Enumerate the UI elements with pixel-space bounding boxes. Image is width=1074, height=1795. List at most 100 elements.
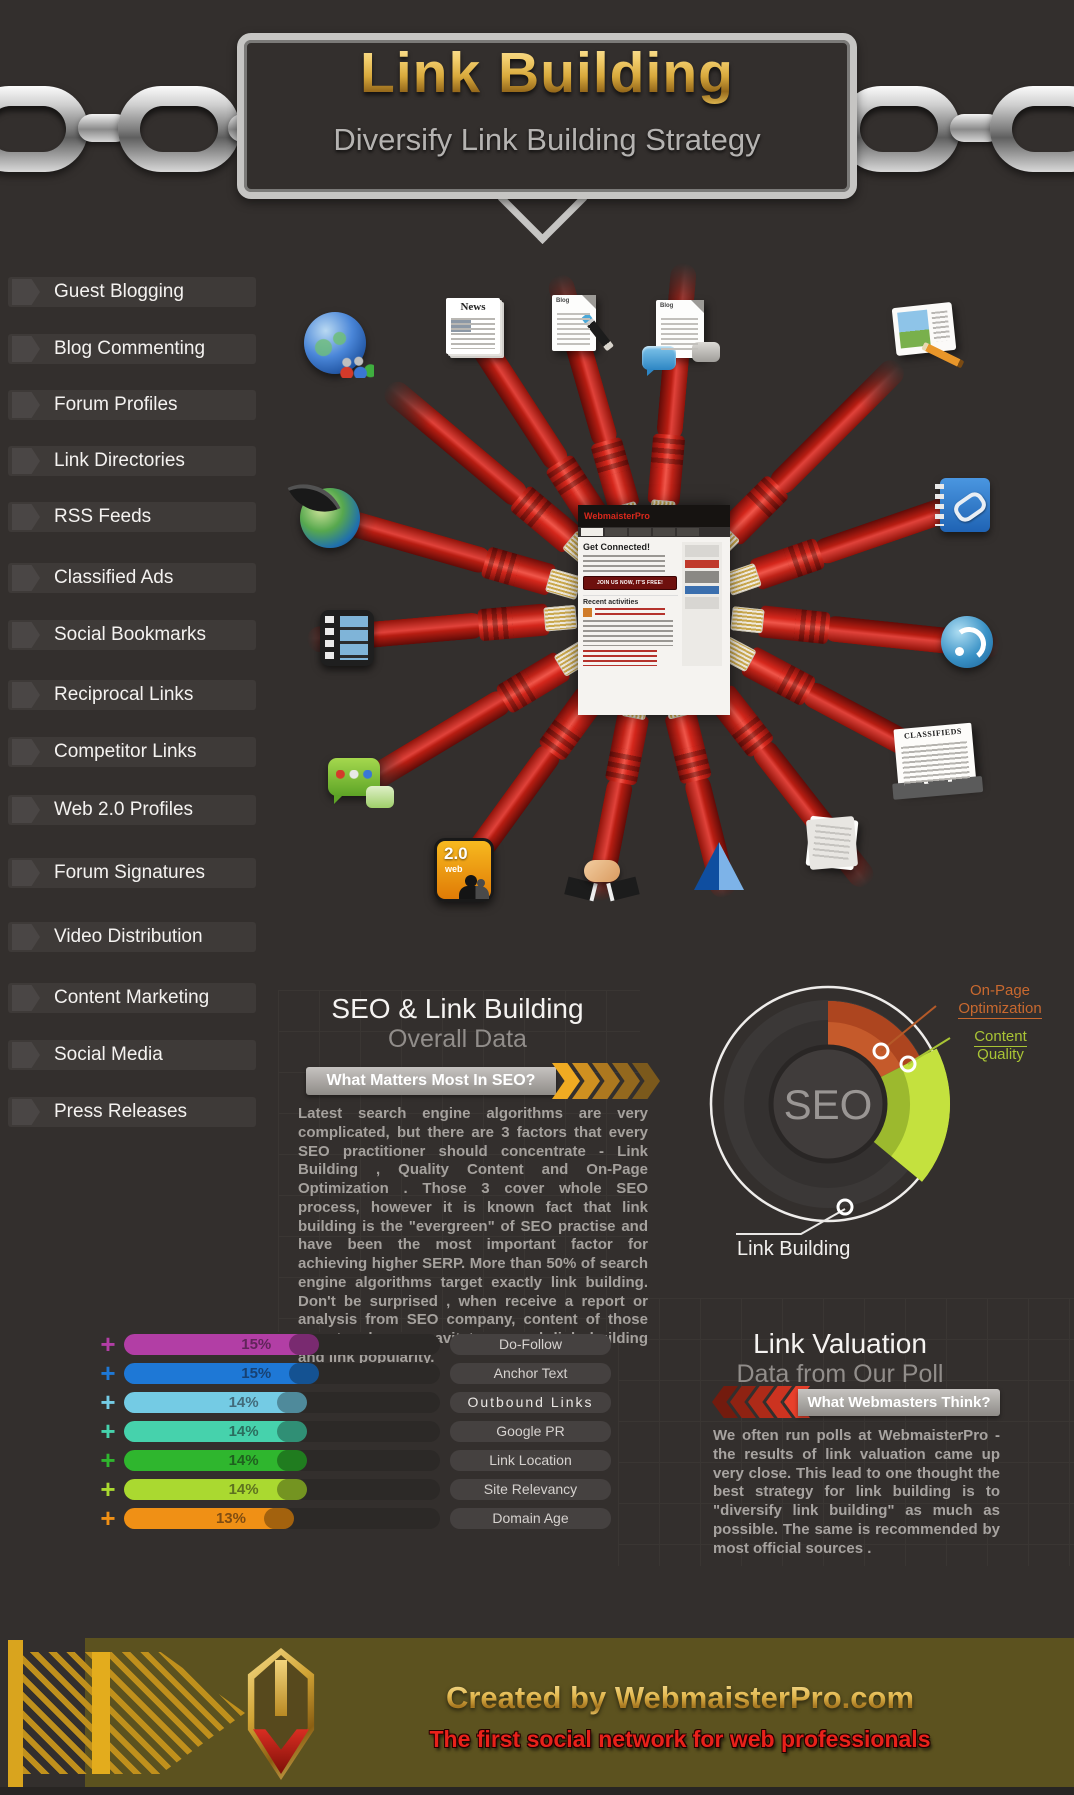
cable-plug <box>604 710 650 786</box>
plus-icon: + <box>100 1503 116 1533</box>
plus-icon: + <box>100 1474 116 1504</box>
website-activity-row <box>583 608 678 617</box>
seo-banner: What Matters Most In SEO? <box>306 1067 556 1095</box>
page-subtitle: Diversify Link Building Strategy <box>333 122 761 157</box>
seo-section-title: SEO & Link Building <box>331 993 584 1024</box>
sidebar-widget <box>685 545 719 557</box>
leader-line-onpage <box>880 1005 937 1052</box>
sidebar-item-web20-profiles: Web 2.0 Profiles <box>8 795 256 825</box>
cable-plug <box>757 605 831 645</box>
webmaisterpro-logo <box>245 1648 317 1780</box>
website-link-list <box>583 650 657 666</box>
sidebar-item-press-releases: Press Releases <box>8 1097 256 1127</box>
cable-cord <box>765 354 910 499</box>
classifieds-icon-label: CLASSIFIEDS <box>903 726 963 741</box>
poll-row: + 14% Google PR <box>92 1418 611 1444</box>
donut-center-disc <box>768 1044 888 1164</box>
bar-track: 14% <box>124 1479 440 1500</box>
website-join-button: JOIN US NOW, IT'S FREE! <box>583 576 677 590</box>
website-tab <box>653 528 675 536</box>
quill-globe-icon <box>287 471 360 548</box>
news-icon-label: News <box>460 301 486 313</box>
marker-dot <box>872 1042 890 1060</box>
website-tab <box>677 528 699 536</box>
handshake-icon <box>568 852 636 902</box>
poll-row: + 14% Site Relevancy <box>92 1474 611 1504</box>
website-main-column: Get Connected! JOIN US NOW, IT'S FREE! R… <box>583 542 678 666</box>
sidebar-item-blog-commenting: Blog Commenting <box>8 334 256 364</box>
grid-backdrop-poll <box>618 1298 1074 1566</box>
sidebar-item-social-bookmarks: Social Bookmarks <box>8 620 256 650</box>
footer-bottom-strip <box>0 1787 1074 1795</box>
poll-bar-chart: + 15% Do-Follow + 15% Anchor Text + 14% … <box>92 1329 611 1537</box>
video-film-strip-icon <box>320 610 374 666</box>
bar-do-follow: 15% <box>124 1334 308 1355</box>
sidebar-widget <box>685 597 719 609</box>
valuation-section-subtitle: Data from Our Poll <box>736 1360 944 1388</box>
valuation-banner: What Webmasters Think? <box>798 1389 1000 1416</box>
sidebar-widget <box>685 560 719 568</box>
chain-link-icon <box>838 86 960 172</box>
website-tab <box>605 528 627 536</box>
plus-icon: + <box>100 1329 116 1359</box>
title-plaque <box>237 33 857 199</box>
press-notes-icon <box>805 815 859 871</box>
footer-gold-bar <box>92 1652 110 1774</box>
bar-label-link-location: Link Location <box>450 1450 611 1471</box>
bar-anchor-text: 15% <box>124 1363 308 1384</box>
news-icon: News <box>446 298 500 354</box>
cable-plug <box>664 708 713 785</box>
sidebar-item-guest-blogging: Guest Blogging <box>8 277 256 307</box>
bar-label-site-relevancy: Site Relevancy <box>450 1479 611 1500</box>
website-header: WebmaisterPro <box>578 505 730 527</box>
cable-tip <box>544 568 583 601</box>
sidebar-item-forum-profiles: Forum Profiles <box>8 390 256 420</box>
label-line: On-Page <box>969 982 1031 999</box>
footer-credit: Created by WebmaisterPro.com <box>350 1680 1010 1716</box>
website-logo: WebmaisterPro <box>584 511 650 521</box>
plus-icon: + <box>100 1358 116 1388</box>
central-website-screenshot: WebmaisterPro Get Connected! JOIN US NOW… <box>578 505 730 715</box>
chain-link-icon <box>990 86 1074 172</box>
quill-feather-icon <box>287 471 341 525</box>
website-body: Get Connected! JOIN US NOW, IT'S FREE! R… <box>578 537 730 671</box>
bar-track: 13% <box>124 1508 440 1529</box>
page-title: Link Building <box>237 40 857 106</box>
bar-site-relevancy: 14% <box>124 1479 295 1500</box>
seo-body-text: Latest search engine algorithms are very… <box>298 1105 648 1366</box>
website-activity-text <box>583 620 673 646</box>
bar-link-location: 14% <box>124 1450 295 1471</box>
chat-bubbles-icon <box>328 758 394 808</box>
label-line: Content <box>974 1028 1027 1047</box>
valuation-section-title: Link Valuation <box>753 1328 927 1359</box>
poll-row: + 15% Anchor Text <box>92 1358 611 1388</box>
seo-donut-chart: SEO <box>709 985 951 1235</box>
leader-line-linkbuilding <box>736 1208 846 1235</box>
avatar <box>583 608 592 617</box>
sidebar-item-classified-ads: Classified Ads <box>8 563 256 593</box>
web20-badge-icon: 2.0 web <box>434 838 494 902</box>
bar-outbound-links: 14% <box>124 1392 295 1413</box>
donut-label-content: Content Quality <box>948 1028 1053 1064</box>
sidebar-item-social-media: Social Media <box>8 1040 256 1070</box>
sidebar-item-forum-signatures: Forum Signatures <box>8 858 256 888</box>
cable-tip <box>730 606 765 634</box>
bar-domain-age: 13% <box>124 1508 282 1529</box>
sidebar-widget <box>685 571 719 583</box>
donut-label-onpage: On-Page Optimization <box>930 982 1070 1019</box>
bar-google-pr: 14% <box>124 1421 295 1442</box>
bar-track: 15% <box>124 1334 440 1355</box>
link-directory-book-icon <box>935 478 990 532</box>
rss-icon <box>941 616 993 668</box>
sidebar-item-reciprocal-links: Reciprocal Links <box>8 680 256 710</box>
marker-dot <box>899 1055 917 1073</box>
website-activity-links <box>595 608 665 617</box>
grid-backdrop-seo <box>278 990 640 1332</box>
sidebar-item-video-distribution: Video Distribution <box>8 922 256 952</box>
marker-dot <box>836 1198 854 1216</box>
website-heading: Get Connected! <box>583 542 651 552</box>
pen-icon <box>581 312 614 352</box>
website-bullet-list <box>583 555 665 572</box>
sidebar-item-competitor-links: Competitor Links <box>8 737 256 767</box>
website-sidebar-column <box>682 542 722 666</box>
